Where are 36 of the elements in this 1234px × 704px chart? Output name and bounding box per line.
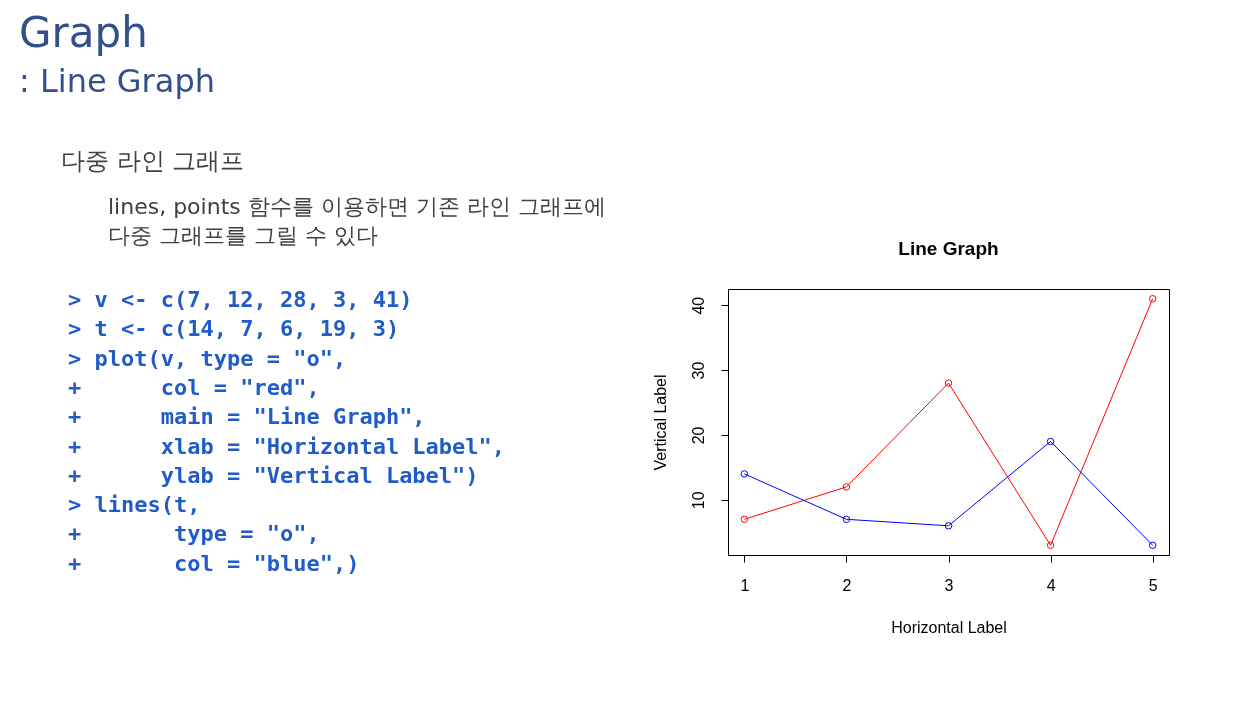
text: + col = "blue",)	[68, 550, 360, 576]
point	[944, 522, 953, 530]
y-tick-label: 10	[689, 491, 707, 510]
x-axis-title: Horizontal Label	[891, 618, 1007, 636]
y-axis-title: Vertical Label	[651, 374, 669, 471]
text: : Line Graph	[19, 62, 215, 100]
x-tick-label: 3	[944, 576, 954, 594]
text: > t <- c(14, 7, 6, 19, 3)	[68, 316, 400, 342]
text: lines, points 함수를 이용하면 기존 라인 그래프에 다중 그래프를 그릴 수 있다	[108, 194, 606, 248]
text: + type = "o",	[68, 521, 320, 547]
x-tick-label: 5	[1148, 576, 1158, 594]
point	[1148, 541, 1157, 549]
point	[842, 483, 851, 491]
text: > v <- c(7, 12, 28, 3, 41)	[68, 287, 413, 312]
point	[740, 470, 749, 478]
text: + col = "red",	[68, 374, 320, 400]
point	[944, 379, 953, 387]
text: 다중 라인 그래프	[61, 147, 245, 175]
text: Graph	[19, 8, 148, 57]
x-tick-label: 2	[842, 576, 852, 594]
text: + main = "Line Graph",	[68, 404, 426, 430]
text: > plot(v, type = "o",	[68, 345, 347, 371]
chart-title: Line Graph	[898, 238, 999, 259]
text: + ylab = "Vertical Label")	[68, 462, 479, 488]
text: > lines(t,	[68, 492, 201, 518]
point	[1046, 437, 1055, 446]
point	[1148, 295, 1157, 303]
point	[1046, 541, 1055, 549]
x-tick-label: 1	[740, 576, 750, 594]
y-tick-label: 40	[689, 296, 707, 315]
x-tick-label: 4	[1046, 576, 1056, 594]
point	[740, 515, 749, 524]
y-tick-label: 20	[689, 426, 707, 445]
text: + xlab = "Horizontal Label",	[68, 433, 506, 459]
point	[842, 515, 851, 524]
y-tick-label: 30	[689, 361, 707, 380]
